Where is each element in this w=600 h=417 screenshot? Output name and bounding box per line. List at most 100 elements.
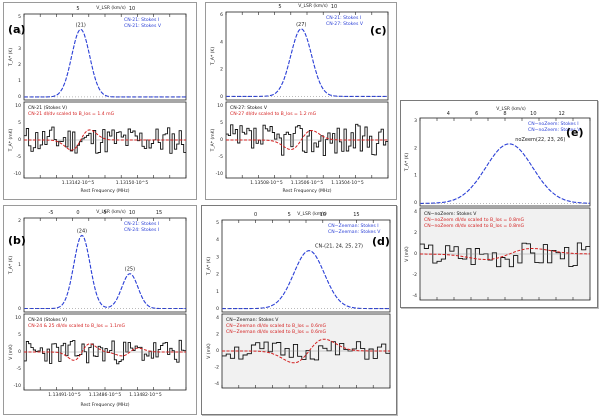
legend-top-entry: CN-21: Stokes I <box>326 15 361 21</box>
y-tick-label-top: 3 <box>18 46 21 52</box>
dI-dnu-fit-line <box>420 248 590 260</box>
y-tick-label-bottom: 2 <box>216 332 219 338</box>
y-tick-label-bottom: -5 <box>17 154 22 160</box>
y-tick-label-top: 4 <box>220 39 223 45</box>
panel-b-chart <box>23 217 187 391</box>
y-tick-label-bottom: 5 <box>220 120 223 126</box>
y-axis-label-top: T_A* (K) <box>8 256 14 275</box>
y-axis-label-top: T_A* (K) <box>210 47 216 66</box>
y-axis-label-bottom: V (mK) <box>404 246 410 262</box>
top-tick-label: 0 <box>254 212 257 218</box>
stokes-i-axes-box <box>225 11 389 101</box>
bottom-tick-label: 1.13506·10^5 <box>291 180 324 186</box>
top-axis-label: V_LSR (km/s) <box>96 5 126 11</box>
dI-dnu-fit-line <box>226 129 388 151</box>
y-tick-label-bottom: -2 <box>215 365 220 371</box>
panel-label-d: (d) <box>372 235 390 248</box>
x-axis-label: Rest Frequency (MHz) <box>80 188 129 194</box>
top-tick-label: 5 <box>76 6 79 12</box>
y-tick-label-bottom: 5 <box>18 332 21 338</box>
bottom-tick-label: 1.13486·10^5 <box>89 392 122 398</box>
top-axis-label: V_LSR (km/s) <box>297 211 327 217</box>
y-tick-label-top: 1 <box>216 289 219 295</box>
stokes-v-spectrum <box>420 242 590 268</box>
panel-b-frame <box>3 205 197 415</box>
top-tick-label: 15 <box>353 212 359 218</box>
legend-bottom-entry: CN-21 dI/dν scaled to B_los = 1.4 mG <box>28 111 115 117</box>
top-tick-label: 5 <box>278 4 281 10</box>
legend-bottom-entry: CN-24 & 25 dI/dν scaled to B_los = 1.1mG <box>28 323 125 329</box>
y-tick-label-top: 2 <box>216 272 219 278</box>
top-axis-label: V_LSR (km/s) <box>496 106 526 112</box>
y-axis-label-bottom: V (mK) <box>206 343 212 359</box>
legend-top-entry: CN−noZeem: Stokes I <box>528 121 579 127</box>
panel-c-chart <box>225 11 389 179</box>
stokes-v-spectrum <box>222 341 390 361</box>
y-axis-label-bottom: T_A* (mK) <box>210 128 216 152</box>
top-tick-label: 8 <box>503 111 506 117</box>
peak-label: (24) <box>77 228 87 234</box>
y-tick-label-top: 4 <box>18 30 21 36</box>
y-tick-label-top: 2 <box>18 218 21 224</box>
panel-label-a: (a) <box>8 23 25 36</box>
y-axis-label-bottom: T_A* (mK) <box>8 128 14 152</box>
y-tick-label-bottom: 10 <box>15 103 21 109</box>
y-axis-label-top: T_A* (K) <box>404 153 410 172</box>
legend-top-entry: CN−Zeeman: Stokes V <box>328 229 381 235</box>
y-tick-label-bottom: -10 <box>216 171 223 177</box>
legend-bottom-entry: CN-27: Stokes V <box>230 105 268 111</box>
y-tick-label-top: 1 <box>18 262 21 268</box>
y-tick-label-bottom: 10 <box>217 103 223 109</box>
stokes-v-spectrum <box>24 339 186 365</box>
y-tick-label-top: 1 <box>18 78 21 84</box>
bottom-tick-label: 1.13142·10^5 <box>62 180 95 186</box>
y-tick-label-top: 2 <box>220 67 223 73</box>
legend-top-entry: CN-21: Stokes I <box>124 17 159 23</box>
panel-a-frame <box>3 2 197 200</box>
top-tick-label: 10 <box>129 210 135 216</box>
legend-bottom-entry: CN−Zeeman dI/dν scaled to B_los = 0.6mG <box>226 323 326 329</box>
y-tick-label-bottom: -4 <box>413 293 418 299</box>
top-tick-label: 10 <box>530 111 536 117</box>
top-tick-label: 12 <box>558 111 564 117</box>
y-tick-label-bottom: -5 <box>17 366 22 372</box>
y-tick-label-top: 1 <box>414 173 417 179</box>
y-tick-label-top: 3 <box>414 118 417 124</box>
stokes-i-axes-box <box>23 13 187 101</box>
y-tick-label-top: 0 <box>18 94 21 100</box>
y-tick-label-bottom: 4 <box>216 315 219 321</box>
peak-label: CN-(21, 24, 25, 27) <box>315 244 363 250</box>
bottom-tick-label: 1.13482·10^5 <box>129 392 162 398</box>
top-tick-label: 5 <box>103 210 106 216</box>
legend-bottom-entry: CN-21 (Stokes V) <box>28 105 67 111</box>
y-tick-label-top: 0 <box>414 200 417 206</box>
dI-dnu-fit-line <box>222 338 390 364</box>
legend-top-entry: CN-24: Stokes I <box>124 227 159 233</box>
legend-bottom-entry: CN−noZeem dI/dν scaled to B_los = 0.8mG <box>424 217 524 223</box>
y-axis-label-top: T_A* (K) <box>206 257 212 276</box>
legend-bottom-entry: CN-24 (Stokes V) <box>28 317 67 323</box>
top-tick-label: 15 <box>156 210 162 216</box>
y-tick-label-bottom: -5 <box>219 154 224 160</box>
panel-d-chart <box>221 219 391 389</box>
top-tick-label: -5 <box>49 210 54 216</box>
stokes-i-axes-box <box>23 217 187 313</box>
y-tick-label-bottom: 10 <box>15 315 21 321</box>
y-tick-label-bottom: 0 <box>220 137 223 143</box>
legend-bottom-entry: CN−Zeeman dI/dν scaled to B_los = 0.6mG <box>226 329 326 335</box>
top-axis-label: V_LSR (km/s) <box>298 3 328 9</box>
bottom-tick-label: 1.13491·10^5 <box>48 392 81 398</box>
top-tick-label: 10 <box>331 4 337 10</box>
top-tick-label: 10 <box>320 212 326 218</box>
bottom-tick-label: 1.13504·10^5 <box>331 180 364 186</box>
y-tick-label-top: 2 <box>18 62 21 68</box>
stokes-i-line <box>24 28 186 98</box>
peak-label: (27) <box>296 22 306 28</box>
y-tick-label-top: 0 <box>220 94 223 100</box>
panel-label-e: (e) <box>566 126 584 139</box>
legend-top-entry: CN−Zeeman: Stokes I <box>328 223 379 229</box>
y-tick-label-top: 6 <box>220 12 223 18</box>
dI-dnu-fit-line <box>24 343 186 361</box>
top-tick-label: 4 <box>447 111 450 117</box>
